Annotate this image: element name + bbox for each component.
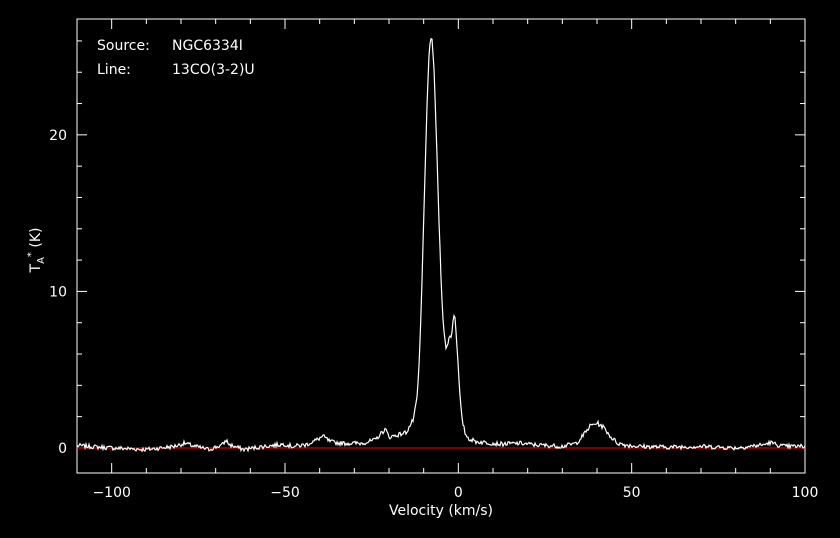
plot-frame xyxy=(76,18,806,474)
y-tick-label: 0 xyxy=(58,441,67,457)
x-axis-label: Velocity (km/s) xyxy=(389,503,493,519)
x-tick-label: 50 xyxy=(623,485,641,501)
spectrum-series-line xyxy=(76,37,806,453)
x-tick-label: 100 xyxy=(792,485,819,501)
y-tick-labels: 0 10 20 xyxy=(49,128,67,457)
svg-text:TA* (K): TA* (K) xyxy=(26,228,47,274)
x-tick-labels: −100 −50 0 50 100 xyxy=(92,485,818,501)
y-tick-label: 20 xyxy=(49,128,67,144)
annotation-line-value: 13CO(3-2)U xyxy=(172,62,255,78)
y-axis-label: TA* (K) xyxy=(26,228,47,274)
x-tick-label: −50 xyxy=(270,485,300,501)
y-tick-label: 10 xyxy=(49,284,67,300)
y-axis-label-sub: A xyxy=(36,257,47,264)
x-tick-label: −100 xyxy=(92,485,130,501)
annotation-line-label: Line: xyxy=(97,62,131,78)
annotation-source-value: NGC6334I xyxy=(172,38,243,54)
annotation-source-label: Source: xyxy=(97,38,150,54)
y-axis-label-base: T xyxy=(28,263,44,273)
y-axis-label-sup: * xyxy=(26,252,37,257)
x-tick-label: 0 xyxy=(454,485,463,501)
y-axis-label-unit: (K) xyxy=(28,228,44,253)
